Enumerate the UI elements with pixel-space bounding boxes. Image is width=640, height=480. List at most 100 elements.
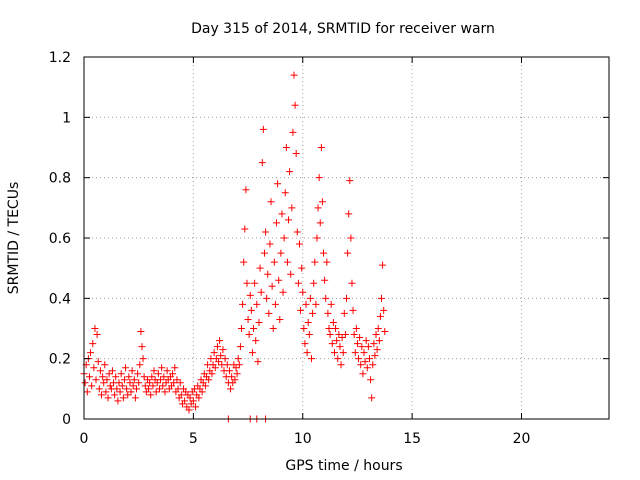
data-point [154, 370, 162, 378]
data-point [302, 300, 310, 308]
data-point [112, 373, 120, 381]
data-point [263, 294, 271, 302]
data-point [98, 391, 105, 399]
data-point [177, 391, 185, 399]
data-point [217, 352, 225, 360]
data-point [245, 331, 253, 339]
data-point [266, 240, 274, 248]
data-point [339, 349, 347, 357]
data-point [255, 318, 263, 326]
data-point [105, 370, 113, 378]
data-point [370, 340, 378, 348]
data-point [91, 325, 99, 332]
data-point [211, 364, 219, 372]
x-axis-label: GPS time / hours [285, 458, 402, 474]
data-point [114, 397, 122, 405]
data-point [365, 355, 373, 363]
data-point [119, 394, 127, 402]
data-point [152, 388, 160, 396]
data-point [310, 279, 318, 287]
data-points [80, 71, 389, 423]
y-tick-label: 0.2 [49, 352, 71, 368]
data-point [308, 355, 315, 363]
data-point [225, 367, 233, 375]
data-point [359, 370, 367, 378]
data-point [276, 315, 284, 323]
data-point [244, 315, 252, 323]
data-point [348, 279, 356, 287]
data-point [205, 376, 213, 384]
data-point [290, 71, 298, 79]
data-point [369, 361, 377, 369]
data-point [252, 337, 260, 345]
data-point [271, 300, 279, 308]
data-point [157, 376, 165, 384]
data-point [326, 331, 334, 339]
data-point [248, 349, 256, 357]
data-point [141, 382, 149, 390]
data-point [221, 355, 229, 363]
data-point [116, 388, 124, 396]
data-point [306, 294, 314, 302]
data-point [298, 264, 306, 272]
data-point [301, 340, 309, 348]
data-point [125, 373, 133, 381]
data-point [344, 249, 352, 257]
data-point [232, 364, 240, 372]
data-point [297, 306, 305, 314]
data-point [279, 288, 287, 296]
data-point [103, 376, 111, 384]
data-point [92, 376, 100, 384]
data-point [139, 355, 147, 363]
data-point [269, 325, 277, 332]
data-point [176, 379, 184, 387]
data-point [316, 219, 324, 227]
data-point [323, 258, 331, 266]
data-point [140, 373, 148, 381]
data-point [153, 379, 161, 387]
data-point [364, 343, 372, 351]
data-point [341, 331, 349, 339]
data-point [122, 364, 130, 372]
data-point [96, 367, 104, 375]
data-point [373, 346, 381, 354]
data-point [350, 331, 358, 339]
x-tick-label: 20 [513, 431, 531, 447]
data-point [260, 249, 268, 257]
data-point [236, 343, 244, 351]
data-point [239, 300, 247, 308]
data-point [135, 379, 143, 387]
data-point [219, 346, 227, 354]
data-point [137, 328, 145, 336]
data-point [337, 361, 345, 369]
data-point [311, 258, 319, 266]
plot-frame [83, 56, 610, 420]
data-point [123, 385, 131, 393]
data-point [251, 279, 259, 287]
data-point [374, 325, 382, 332]
data-point [291, 101, 299, 109]
data-point [253, 300, 261, 308]
data-point [128, 367, 136, 375]
data-point [345, 210, 353, 218]
data-point [115, 379, 123, 387]
x-tick-label: 10 [294, 431, 312, 447]
data-point [353, 340, 361, 348]
data-point [133, 385, 140, 393]
data-point [340, 309, 348, 317]
data-point [235, 361, 243, 369]
data-point [333, 337, 341, 345]
data-point [240, 258, 248, 266]
data-point [258, 159, 266, 167]
data-point [265, 309, 273, 317]
data-point [100, 379, 108, 387]
data-point [309, 309, 317, 317]
data-point [356, 334, 364, 342]
data-point [381, 328, 389, 336]
data-point [330, 349, 338, 357]
data-point [161, 388, 169, 396]
data-point [360, 349, 368, 357]
data-point [94, 358, 102, 366]
data-point [305, 331, 313, 339]
